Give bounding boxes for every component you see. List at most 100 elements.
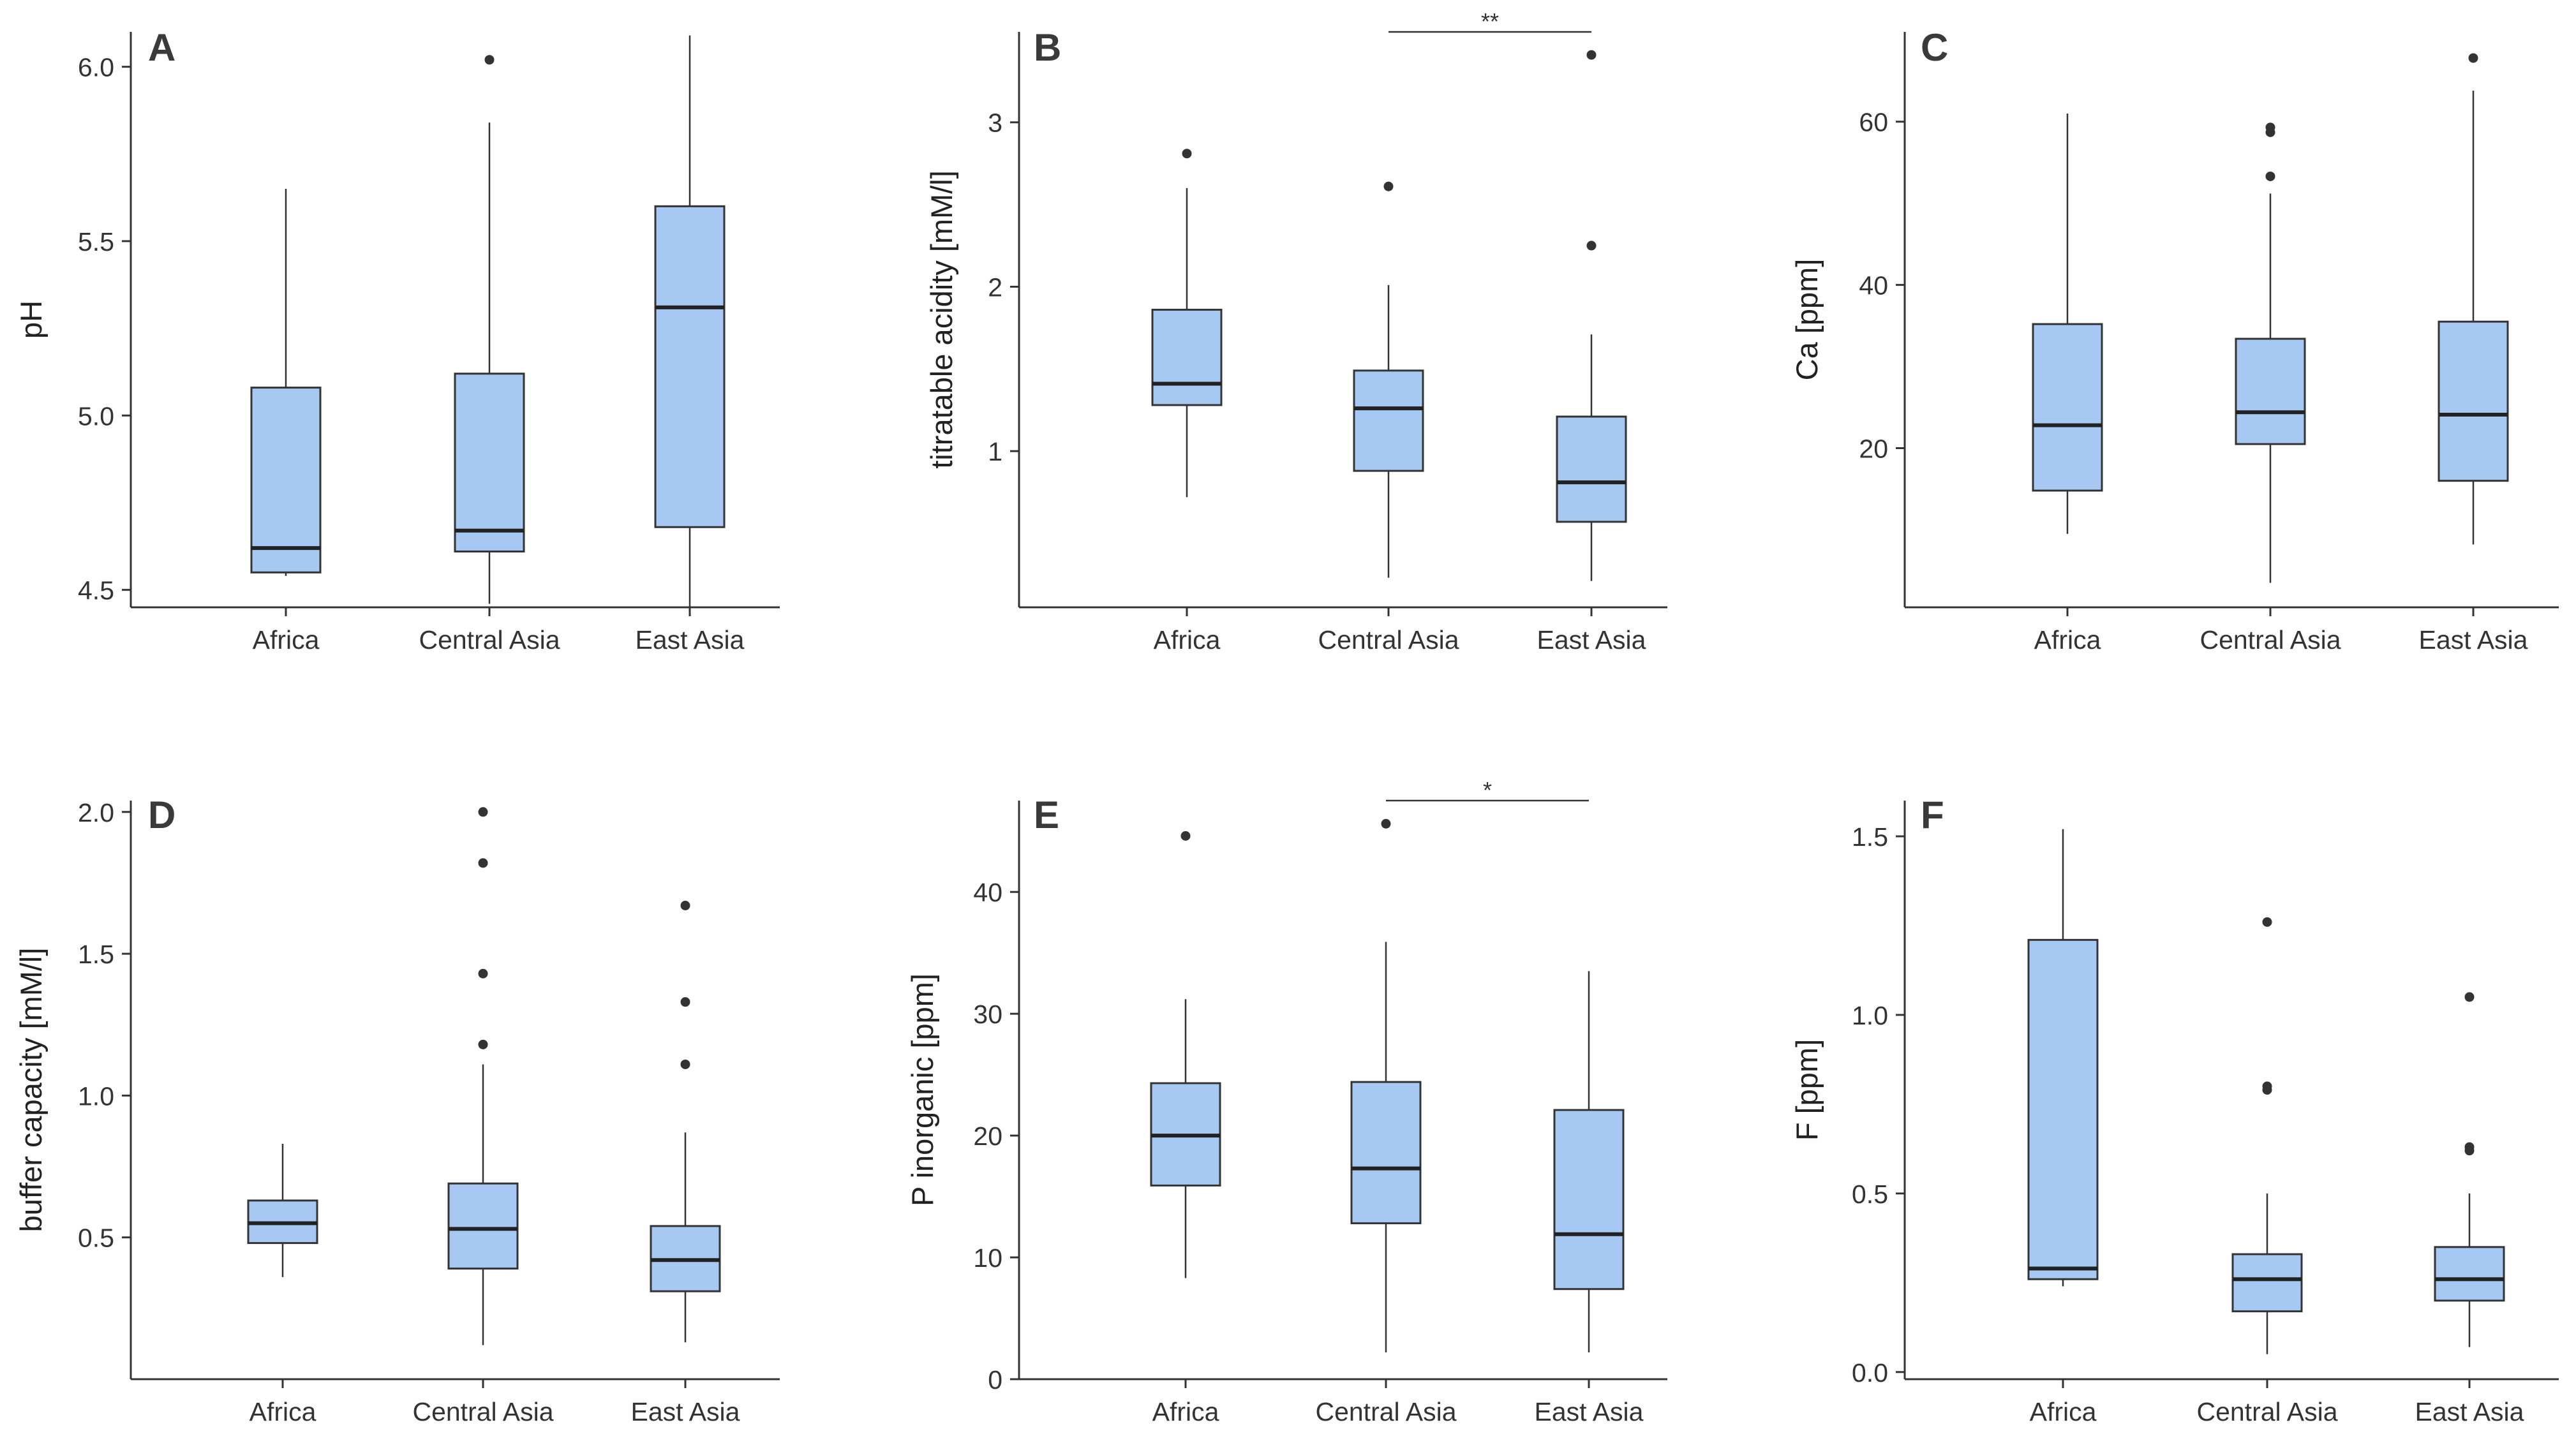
box-body <box>2027 938 2099 1280</box>
panel-letter: D <box>148 794 175 836</box>
outlier-point <box>1381 818 1391 829</box>
x-tick-label: East Asia <box>636 625 745 655</box>
box-central-asia <box>2231 917 2303 1354</box>
box-africa <box>2032 113 2103 534</box>
box-body <box>454 373 525 553</box>
y-axis-label: P inorganic [ppm] <box>905 973 939 1206</box>
y-tick-label: 40 <box>973 878 1002 907</box>
outlier-point <box>478 1039 488 1049</box>
box-body <box>2434 1246 2505 1302</box>
y-tick-label: 2 <box>988 272 1002 302</box>
panel-d: 0.5 1.0 1.5 2.0 Africa Central Asia East Asia b… <box>14 794 780 1426</box>
box-body <box>1350 1081 1422 1225</box>
y-tick-label: 4.5 <box>78 576 114 605</box>
box-central-asia <box>1353 181 1424 578</box>
box-east-asia <box>2438 53 2509 545</box>
y-tick-label: 2.0 <box>78 798 114 827</box>
y-axis-label: Ca [ppm] <box>1790 259 1824 381</box>
y-tick-label: 1.5 <box>78 940 114 969</box>
panel-letter: C <box>1921 26 1948 69</box>
y-axis-label: titratable acidity [mM/l] <box>925 170 958 469</box>
outlier-point <box>680 997 690 1007</box>
y-tick-label: 0 <box>988 1365 1002 1395</box>
panel-letter: F <box>1921 794 1944 836</box>
outlier-point <box>1586 240 1597 251</box>
box-east-asia <box>1556 50 1627 581</box>
outlier-point <box>2464 1142 2475 1152</box>
box-body <box>1353 369 1424 472</box>
outlier-point <box>478 858 488 868</box>
x-tick-label: Africa <box>1154 625 1221 655</box>
outlier-point <box>1586 50 1597 60</box>
outlier-point <box>2468 53 2478 63</box>
outlier-point <box>2262 1081 2272 1091</box>
x-tick-label: Africa <box>2034 625 2101 655</box>
box-africa <box>2027 829 2099 1287</box>
box-body <box>447 1182 519 1270</box>
box-body <box>2438 320 2509 482</box>
box-central-asia <box>1350 818 1422 1352</box>
box-africa <box>250 189 322 576</box>
x-tick-label: Africa <box>249 1397 316 1426</box>
box-africa <box>1151 149 1223 498</box>
x-tick-label: East Asia <box>2415 1397 2524 1426</box>
outlier-point <box>680 901 690 911</box>
box-central-asia <box>454 55 525 604</box>
box-east-asia <box>2434 992 2505 1347</box>
outlier-point <box>2265 171 2275 181</box>
x-tick-label: Central Asia <box>1318 625 1459 655</box>
x-tick-label: Africa <box>1152 1397 1219 1426</box>
box-body <box>654 205 726 528</box>
outlier-point <box>1182 149 1192 159</box>
box-body <box>1556 415 1627 523</box>
panel-e: 0 10 20 30 40 Africa Central Asia East Asia P in… <box>905 777 1667 1426</box>
box-body <box>250 387 322 573</box>
y-tick-label: 1.0 <box>78 1081 114 1111</box>
box-africa <box>247 1143 318 1277</box>
outlier-point <box>680 1059 690 1069</box>
x-tick-label: Africa <box>253 625 320 655</box>
panel-f: 0.0 0.5 1.0 1.5 Africa Central Asia East Asia F… <box>1790 794 2559 1426</box>
y-tick-label: 0.5 <box>78 1224 114 1253</box>
x-tick-label: Central Asia <box>2200 625 2341 655</box>
y-tick-label: 40 <box>1859 271 1888 300</box>
significance-label: ** <box>1481 8 1499 34</box>
outlier-point <box>1383 181 1394 191</box>
y-tick-label: 1.0 <box>1852 1001 1888 1030</box>
x-tick-label: Central Asia <box>2196 1397 2337 1426</box>
y-tick-label: 3 <box>988 108 1002 138</box>
x-tick-label: Central Asia <box>1315 1397 1456 1426</box>
box-east-asia <box>650 901 721 1343</box>
outlier-point <box>478 807 488 817</box>
outlier-point <box>484 55 495 65</box>
panel-c: 20 40 60 Africa Central Asia East Asia Ca [ppm… <box>1790 26 2559 655</box>
y-axis-label: F [ppm] <box>1790 1039 1824 1141</box>
x-tick-label: East Asia <box>1537 625 1646 655</box>
y-tick-label: 20 <box>973 1121 1002 1151</box>
box-body <box>2231 1253 2303 1313</box>
y-axis-label: pH <box>14 300 48 339</box>
y-tick-label: 0.0 <box>1852 1358 1888 1387</box>
box-body <box>2235 337 2306 445</box>
panel-a: 4.5 5.0 5.5 6.0 Africa Central Asia East Asia p… <box>14 26 780 655</box>
outlier-point <box>1180 831 1191 841</box>
y-tick-label: 1.5 <box>1852 822 1888 852</box>
y-tick-label: 5.5 <box>78 227 114 256</box>
box-body <box>2032 323 2103 492</box>
y-tick-label: 5.0 <box>78 401 114 431</box>
box-east-asia <box>1553 971 1625 1352</box>
box-east-asia <box>654 35 726 607</box>
outlier-point <box>2464 992 2475 1002</box>
outlier-point <box>2265 122 2275 133</box>
panel-letter: A <box>148 26 175 69</box>
box-central-asia <box>447 807 519 1345</box>
x-tick-label: East Asia <box>2419 625 2528 655</box>
box-central-asia <box>2235 122 2306 583</box>
panel-b: 1 2 3 Africa Central Asia East Asia titratable… <box>925 8 1667 655</box>
y-tick-label: 20 <box>1859 434 1888 464</box>
y-tick-label: 10 <box>973 1243 1002 1273</box>
box-body <box>1151 309 1223 406</box>
y-tick-label: 1 <box>988 437 1002 466</box>
y-axis-label: buffer capacity [mM/l] <box>14 948 48 1232</box>
